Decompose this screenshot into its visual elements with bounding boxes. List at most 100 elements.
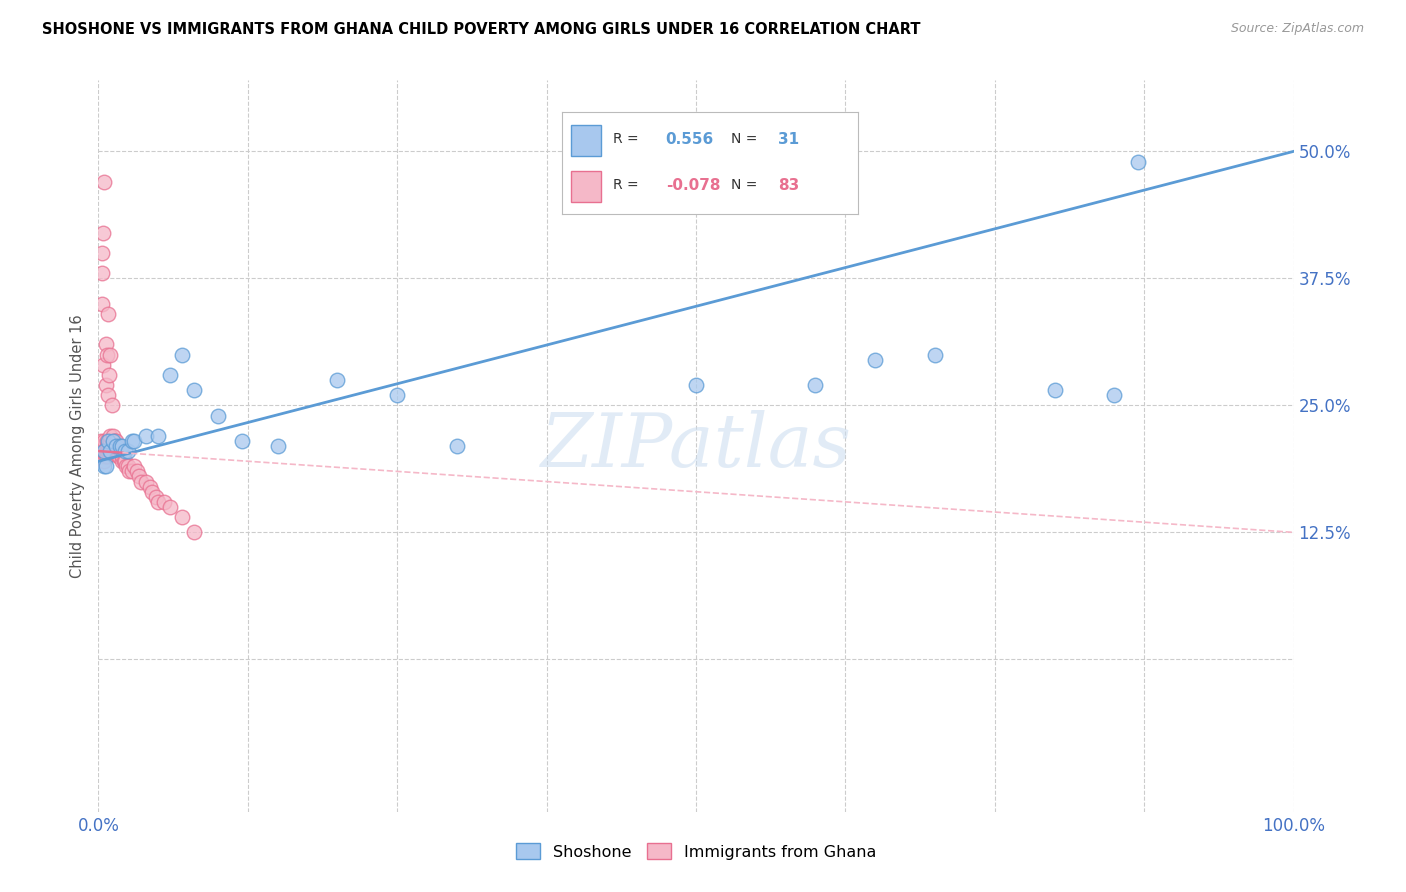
Point (91, 444, 114, 458)
Text: N =: N = (731, 132, 756, 146)
Point (91, 297, 114, 311)
Point (111, 449, 134, 463)
Point (91, 439, 114, 453)
Point (94, 449, 117, 463)
Point (91, 266, 114, 280)
Point (97, 444, 120, 458)
Y-axis label: Child Poverty Among Girls Under 16: Child Poverty Among Girls Under 16 (69, 314, 84, 578)
Text: 0.556: 0.556 (666, 132, 714, 146)
Point (98, 444, 121, 458)
Point (124, 459, 146, 474)
Point (96, 444, 118, 458)
Point (326, 373, 349, 387)
Text: Source: ZipAtlas.com: Source: ZipAtlas.com (1230, 22, 1364, 36)
Point (98, 439, 121, 453)
Point (108, 444, 131, 458)
Text: 31: 31 (778, 132, 799, 146)
Point (207, 409, 229, 423)
Point (112, 454, 135, 468)
Point (94, 459, 117, 474)
Text: R =: R = (613, 178, 638, 193)
Point (145, 490, 167, 504)
Text: 83: 83 (778, 178, 799, 193)
Text: -0.078: -0.078 (666, 178, 720, 193)
Point (172, 348, 194, 362)
Point (98, 434, 122, 448)
Point (90, 439, 112, 453)
Point (131, 475, 153, 489)
Point (91, 246, 114, 260)
Point (135, 429, 157, 443)
Point (93, 454, 115, 468)
Point (1104, 388, 1126, 402)
Text: R =: R = (613, 132, 638, 146)
Point (103, 434, 125, 448)
Point (89, 439, 111, 453)
Point (107, 444, 129, 458)
Point (924, 348, 946, 362)
Point (100, 444, 122, 458)
Point (97, 434, 120, 448)
Point (110, 444, 132, 458)
Text: N =: N = (731, 178, 756, 193)
Point (107, 449, 129, 463)
Point (128, 469, 150, 483)
Point (97, 307, 120, 321)
Point (111, 439, 134, 453)
Point (1043, 383, 1066, 397)
Point (804, 378, 827, 392)
Point (93, 175, 115, 189)
Point (93, 434, 115, 448)
Legend: Shoshone, Immigrants from Ghana: Shoshone, Immigrants from Ghana (509, 837, 883, 866)
Point (101, 444, 124, 458)
Point (125, 464, 148, 478)
Point (104, 434, 127, 448)
Point (117, 459, 139, 474)
Point (101, 439, 124, 453)
Point (94, 444, 117, 458)
Point (148, 495, 170, 509)
Point (105, 439, 128, 453)
Text: ZIPatlas: ZIPatlas (540, 409, 852, 483)
Point (153, 495, 176, 509)
Point (93, 439, 115, 453)
Point (105, 444, 128, 458)
Point (865, 352, 887, 367)
Point (267, 439, 290, 453)
FancyBboxPatch shape (571, 125, 600, 155)
Point (91, 226, 114, 240)
Point (97, 439, 120, 453)
Point (91, 439, 114, 453)
Point (100, 398, 122, 412)
Point (159, 368, 181, 382)
Point (121, 434, 143, 448)
Point (159, 500, 181, 514)
Point (446, 439, 468, 453)
Point (183, 383, 205, 397)
Point (107, 449, 129, 463)
Point (124, 434, 146, 448)
Point (231, 434, 253, 448)
Point (117, 444, 139, 458)
Point (94, 337, 117, 351)
Point (98, 434, 121, 448)
Point (96, 348, 118, 362)
Point (101, 434, 124, 448)
Point (91, 358, 114, 372)
Point (93, 444, 115, 458)
Point (98, 439, 122, 453)
FancyBboxPatch shape (571, 171, 600, 202)
Point (98, 444, 122, 458)
Point (93, 459, 115, 474)
Point (148, 429, 170, 443)
Point (98, 368, 121, 382)
Point (108, 439, 131, 453)
Point (685, 378, 707, 392)
Point (183, 525, 205, 540)
Point (121, 464, 143, 478)
Point (94, 378, 117, 392)
Point (105, 434, 128, 448)
Point (385, 388, 409, 402)
Point (96, 449, 118, 463)
Point (115, 459, 138, 474)
